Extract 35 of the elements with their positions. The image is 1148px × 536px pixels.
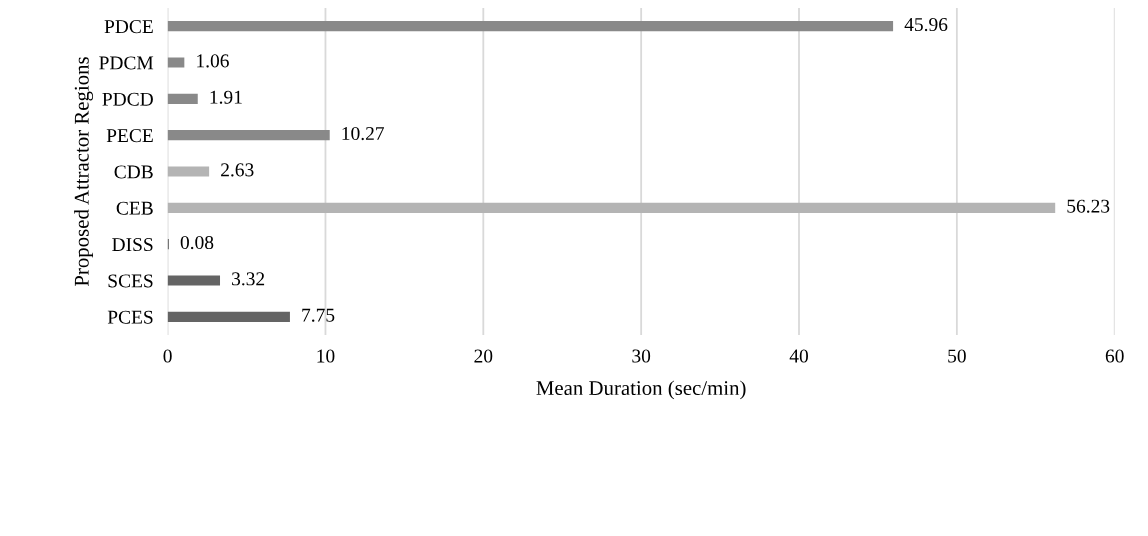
data-label: 0.08 xyxy=(180,235,214,250)
y-tick-label: PDCD xyxy=(102,92,153,106)
y-tick-label: CDB xyxy=(114,165,153,179)
bar xyxy=(167,202,1056,213)
bar xyxy=(167,166,210,177)
bar xyxy=(167,57,185,68)
data-label: 45.96 xyxy=(904,18,948,32)
x-tick-label: 40 xyxy=(789,349,808,363)
y-axis-title: Proposed Attractor Regions xyxy=(74,57,94,287)
data-label: 10.27 xyxy=(342,126,385,141)
bar xyxy=(167,130,330,141)
y-tick-label: DISS xyxy=(112,238,153,252)
x-tick-label: 20 xyxy=(474,349,493,363)
y-tick-label: PDCM xyxy=(99,56,154,70)
data-label: 7.75 xyxy=(302,308,335,322)
y-tick-label: CEB xyxy=(116,201,153,215)
y-tick-label: SCES xyxy=(108,274,153,288)
bar xyxy=(167,93,198,104)
data-label: 56.23 xyxy=(1067,199,1110,213)
x-tick-label: 0 xyxy=(163,349,172,363)
x-axis-title: Mean Duration (sec/min) xyxy=(536,380,746,400)
x-tick-label: 50 xyxy=(948,349,966,363)
data-label: 1.91 xyxy=(210,90,242,104)
y-tick-label: PDCE xyxy=(104,20,153,34)
bar xyxy=(167,311,290,322)
x-tick-label: 30 xyxy=(632,349,651,363)
y-tick-label: PCES xyxy=(107,310,153,324)
data-label: 3.32 xyxy=(232,272,265,286)
x-tick-label: 10 xyxy=(317,349,335,363)
x-tick-label: 60 xyxy=(1105,349,1124,363)
data-label: 2.63 xyxy=(221,163,254,177)
bar xyxy=(167,21,894,32)
data-label: 1.06 xyxy=(197,54,229,68)
y-tick-label: PECE xyxy=(106,129,153,143)
bar xyxy=(167,275,221,286)
